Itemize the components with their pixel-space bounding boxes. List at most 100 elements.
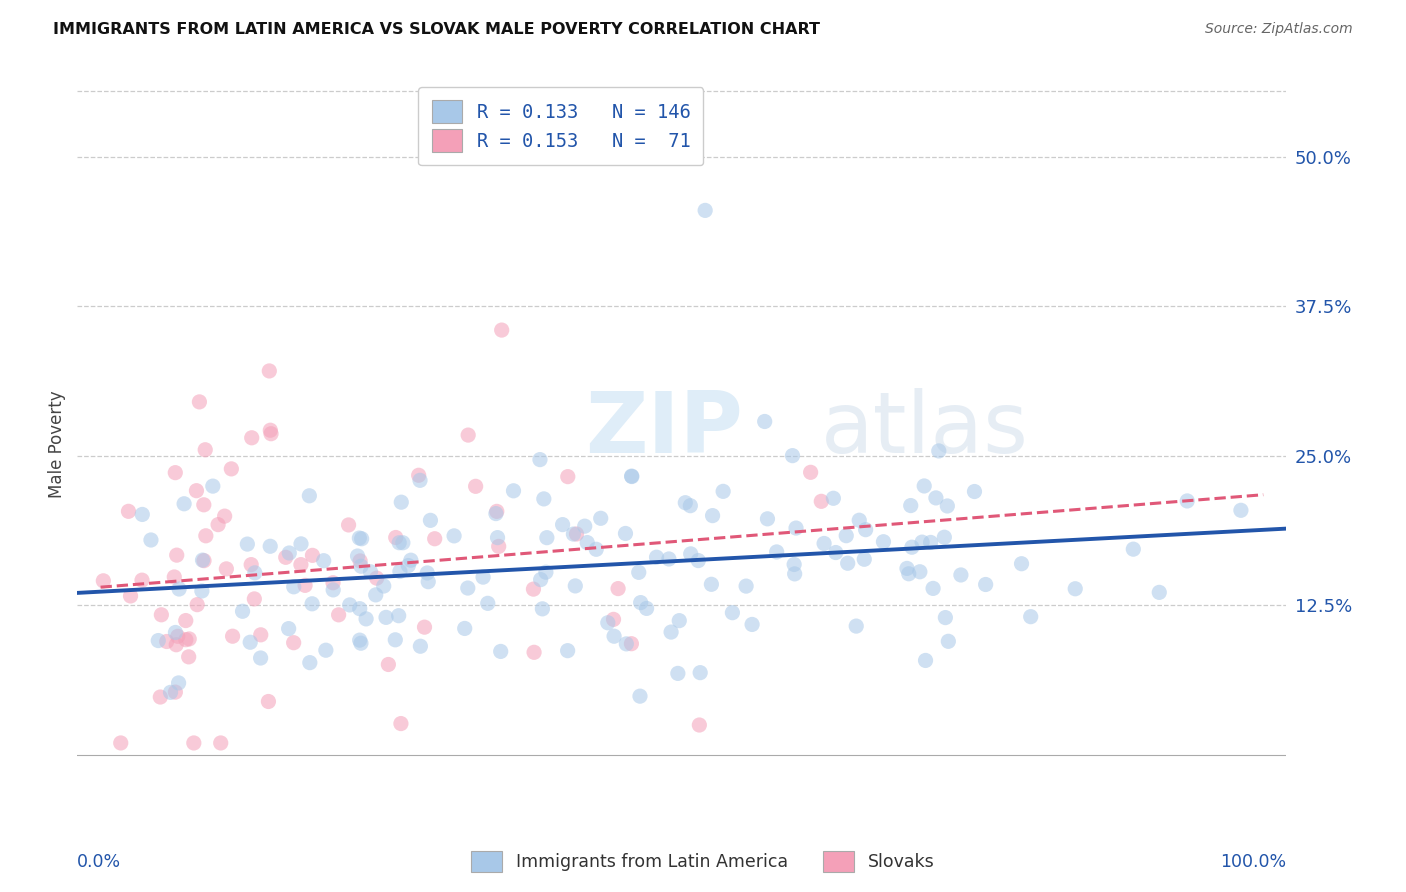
Point (679, 547, 702, 561)
Point (120, 589, 142, 603)
Point (824, 545, 846, 559)
Point (668, 614, 690, 628)
Point (614, 637, 637, 651)
Point (711, 484, 734, 499)
Point (813, 536, 835, 550)
Point (645, 550, 668, 565)
Point (925, 491, 948, 505)
Point (974, 577, 997, 591)
Point (416, 566, 439, 580)
Point (214, 509, 236, 524)
Point (274, 550, 297, 565)
Point (464, 479, 486, 493)
Point (191, 553, 214, 567)
Point (576, 535, 599, 549)
Point (298, 489, 321, 503)
Point (721, 606, 744, 620)
Point (735, 579, 758, 593)
Point (166, 548, 188, 562)
Point (249, 651, 271, 665)
Point (536, 531, 558, 545)
Point (782, 449, 804, 463)
Point (1019, 609, 1042, 624)
Point (596, 615, 619, 630)
Point (765, 545, 787, 559)
Point (408, 468, 430, 483)
Point (360, 565, 382, 579)
Point (785, 521, 807, 535)
Point (301, 549, 323, 563)
Point (290, 537, 312, 551)
Point (346, 549, 368, 563)
Point (240, 431, 263, 445)
Point (564, 579, 586, 593)
Point (551, 517, 574, 532)
Point (936, 499, 959, 513)
Point (695, 203, 717, 218)
Point (350, 532, 373, 546)
Point (848, 513, 870, 527)
Point (853, 552, 876, 566)
Point (491, 323, 513, 337)
Point (523, 645, 546, 659)
Point (741, 617, 763, 632)
Point (388, 608, 411, 623)
Point (457, 581, 479, 595)
Point (673, 496, 696, 510)
Point (636, 601, 658, 615)
Point (193, 498, 215, 512)
Point (165, 638, 187, 652)
Point (179, 632, 201, 646)
Point (911, 535, 934, 549)
Y-axis label: Male Poverty: Male Poverty (48, 390, 66, 498)
Point (530, 573, 553, 587)
Point (257, 694, 280, 708)
Point (620, 469, 643, 483)
Point (117, 504, 139, 518)
Point (454, 622, 477, 636)
Text: 0.0%: 0.0% (77, 853, 121, 871)
Point (174, 632, 197, 647)
Point (627, 566, 650, 580)
Point (315, 643, 337, 657)
Point (934, 530, 956, 544)
Point (855, 523, 877, 537)
Point (283, 580, 305, 594)
Legend: R = 0.133   N = 146, R = 0.153   N =  71: R = 0.133 N = 146, R = 0.153 N = 71 (419, 87, 703, 166)
Point (1230, 503, 1253, 517)
Point (337, 517, 360, 532)
Point (488, 540, 510, 554)
Point (783, 558, 806, 572)
Point (349, 633, 371, 648)
Point (392, 535, 415, 549)
Point (912, 479, 935, 493)
Point (1175, 494, 1198, 508)
Point (221, 462, 243, 476)
Point (259, 539, 281, 553)
Point (389, 716, 412, 731)
Point (659, 625, 682, 640)
Point (259, 423, 281, 437)
Point (443, 529, 465, 543)
Point (349, 531, 371, 545)
Point (1064, 582, 1087, 596)
Point (949, 568, 972, 582)
Point (301, 597, 323, 611)
Point (166, 629, 188, 643)
Point (209, 736, 232, 750)
Point (908, 565, 931, 579)
Point (165, 685, 187, 699)
Point (260, 426, 283, 441)
Point (658, 552, 681, 566)
Point (283, 636, 305, 650)
Point (756, 512, 779, 526)
Text: Source: ZipAtlas.com: Source: ZipAtlas.com (1205, 22, 1353, 37)
Point (165, 466, 187, 480)
Point (614, 526, 637, 541)
Text: atlas: atlas (821, 388, 1029, 471)
Point (1149, 585, 1171, 599)
Point (502, 483, 524, 498)
Point (165, 625, 187, 640)
Point (534, 565, 557, 579)
Text: 100.0%: 100.0% (1220, 853, 1286, 871)
